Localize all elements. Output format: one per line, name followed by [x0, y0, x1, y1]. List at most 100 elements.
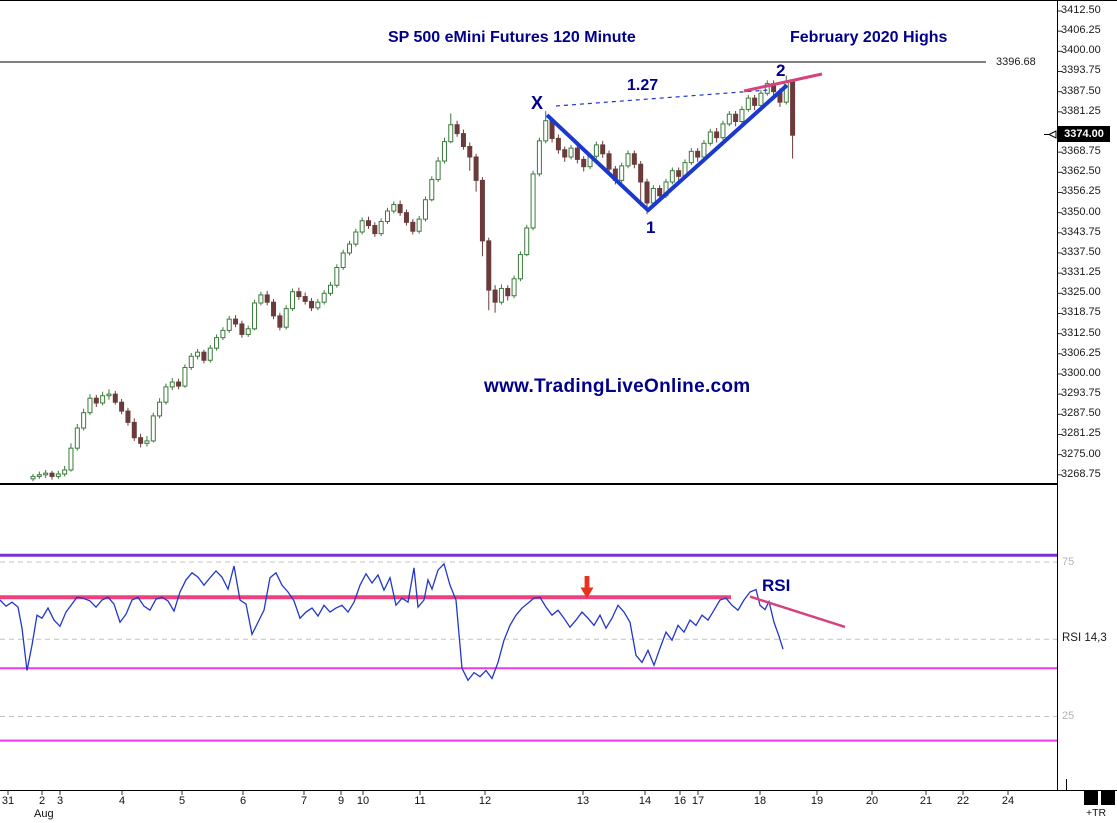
candle-body	[600, 144, 606, 155]
candle-body	[473, 156, 479, 181]
price-axis-label: 3368.75	[1061, 145, 1101, 158]
price-axis-label: 3362.50	[1061, 165, 1101, 178]
candle-body	[125, 410, 131, 423]
candle-body	[81, 412, 87, 429]
candle-body	[347, 243, 352, 254]
candle-body	[764, 83, 770, 94]
candle-body	[296, 291, 302, 298]
candle-body	[233, 318, 239, 325]
date-axis-label: 18	[753, 795, 767, 807]
candle-body	[315, 301, 321, 309]
candle-body	[530, 173, 536, 229]
rsi-trendline	[749, 595, 846, 629]
candle-body	[650, 187, 656, 204]
candle-body	[131, 421, 137, 439]
pattern-one-label: 1	[646, 218, 656, 237]
candle-body	[536, 140, 542, 175]
toolbar-square-icon[interactable]	[1101, 791, 1115, 805]
rsi-line	[0, 562, 784, 682]
toolbar-square-icon[interactable]	[1084, 791, 1098, 805]
xab-pattern-line	[545, 83, 789, 213]
candle-body	[562, 149, 568, 158]
candle-body	[669, 170, 675, 183]
price-axis-label: 3400.00	[1061, 44, 1101, 57]
price-axis-label: 3287.50	[1061, 407, 1101, 420]
current-price-tag: 3374.00	[1058, 126, 1110, 142]
candle-body	[264, 294, 270, 303]
top-border	[0, 0, 1117, 1]
rsi-75-gridline-label: 75	[1062, 556, 1075, 568]
candle-body	[606, 153, 612, 170]
candle-body	[144, 440, 150, 444]
corner-tool-label: +TR	[1086, 807, 1107, 819]
candle-body	[226, 318, 232, 331]
candle-body	[644, 181, 650, 204]
candle-body	[574, 147, 580, 160]
candle-body	[745, 97, 751, 110]
candle-body	[543, 120, 549, 142]
date-axis-label: 13	[576, 795, 590, 807]
candle-body	[676, 170, 682, 177]
price-axis-label: 3300.00	[1061, 366, 1101, 379]
candle-body	[207, 347, 213, 361]
date-axis-line	[0, 790, 1117, 791]
date-axis-label: 4	[118, 795, 126, 807]
candle-body	[720, 123, 726, 139]
candle-body	[752, 97, 758, 106]
candle-body	[55, 473, 61, 477]
candle-body	[321, 292, 327, 303]
price-axis-label: 3275.00	[1061, 447, 1101, 460]
candle-body	[195, 351, 201, 357]
candle-body	[176, 381, 182, 387]
date-axis-label: 10	[356, 795, 370, 807]
candle-body	[372, 225, 378, 235]
date-axis-label: 31	[1, 795, 15, 807]
candle-body	[467, 146, 473, 158]
chart-title: SP 500 eMini Futures 120 Minute	[388, 29, 636, 46]
candle-body	[454, 124, 460, 135]
price-axis-label: 3281.25	[1061, 427, 1101, 440]
candle-body	[403, 212, 409, 223]
pattern-two-label: 2	[776, 61, 786, 80]
candle-body	[701, 142, 707, 158]
candle-body	[271, 301, 277, 317]
candle-body	[581, 158, 587, 168]
down-arrow-icon	[580, 587, 594, 599]
price-axis-divider	[1057, 0, 1058, 790]
candle-body	[163, 386, 169, 403]
candle-body	[378, 221, 384, 235]
candle-body	[119, 401, 125, 412]
candle-body	[334, 266, 340, 286]
price-axis-label: 3350.00	[1061, 205, 1101, 218]
candle-body	[707, 131, 713, 144]
candle-body	[290, 291, 296, 310]
price-axis-label: 3331.25	[1061, 266, 1101, 279]
candle-body	[188, 355, 194, 369]
date-axis-label: 2	[38, 795, 46, 807]
date-axis-label: 24	[1001, 795, 1015, 807]
price-axis-label: 3406.25	[1061, 24, 1101, 37]
candle-body	[49, 472, 55, 477]
current-price-arrow-icon	[1047, 130, 1057, 139]
candle-body	[328, 284, 334, 294]
candle-body	[106, 393, 112, 397]
candle-body	[302, 296, 308, 302]
candle-body	[138, 437, 144, 444]
price-axis-label: 3356.25	[1061, 185, 1101, 198]
candle-body	[739, 108, 745, 123]
candle-body	[714, 131, 720, 139]
candle-body	[309, 300, 315, 309]
candle-body	[30, 475, 36, 480]
candle-body	[74, 427, 80, 449]
price-axis-label: 3337.50	[1061, 245, 1101, 258]
candle-body	[524, 227, 530, 256]
candle-body	[619, 165, 625, 181]
candle-body	[87, 397, 93, 414]
candle-body	[157, 401, 163, 417]
candle-body	[214, 337, 220, 349]
price-axis-label: 3381.25	[1061, 104, 1101, 117]
candle-body	[169, 381, 175, 388]
price-axis-label: 3306.25	[1061, 346, 1101, 359]
candle-body	[688, 150, 694, 164]
